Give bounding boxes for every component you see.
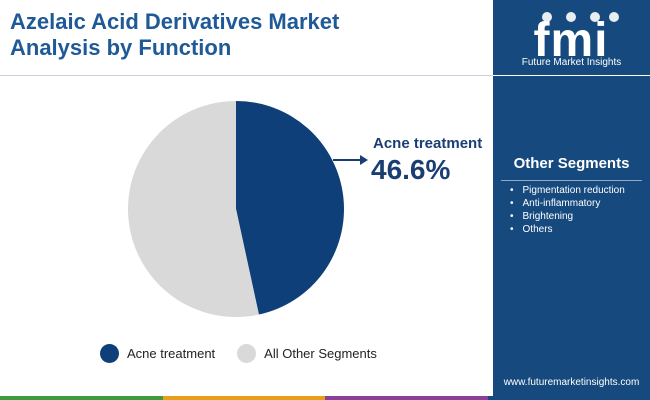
other-segments-heading: Other Segments (513, 155, 630, 172)
chart-legend: Acne treatment All Other Segments (100, 342, 377, 364)
sidebar-divider (493, 75, 650, 76)
bar-segment-orange (162, 396, 325, 400)
list-item: Pigmentation reduction (510, 184, 625, 197)
list-item: Anti-inflammatory (510, 197, 625, 210)
list-item: Others (510, 223, 625, 236)
bar-segment-green (0, 396, 163, 400)
bar-segment-purple (325, 396, 488, 400)
logo-wordmark: fmi (534, 14, 609, 67)
website-url: www.futuremarketinsights.com (503, 377, 640, 388)
legend-swatch-others (237, 343, 257, 363)
legend-item-acne: Acne treatment (100, 343, 216, 363)
legend-item-others: All Other Segments (237, 343, 377, 363)
list-item: Brightening (510, 210, 625, 223)
title-line-1: Azelaic Acid Derivatives Market (10, 9, 340, 34)
legend-swatch-acne (100, 343, 119, 363)
legend-label-acne: Acne treatment (127, 345, 216, 361)
header-divider (0, 75, 493, 76)
bar-segment-navy (487, 396, 650, 400)
brand-name: Future Market Insights (521, 57, 622, 68)
callout-arrow (333, 155, 368, 165)
pie-chart (127, 101, 368, 317)
pie-slices (127, 101, 344, 317)
bottom-color-bar (0, 396, 650, 400)
callout-value: 46.6% (371, 154, 451, 185)
sidebar-panel: fmi Future Market Insights Other Segment… (493, 0, 650, 396)
callout-label: Acne treatment (373, 135, 483, 152)
fmi-logo: fmi (534, 12, 619, 67)
legend-label-others: All Other Segments (264, 345, 377, 361)
other-segments-rule (501, 180, 642, 181)
pie-slice-acne-treatment (236, 101, 344, 315)
title-line-2: Analysis by Function (10, 35, 232, 60)
pie-slice-all-other-segments (127, 101, 259, 317)
chart-title: Azelaic Acid Derivatives Market Analysis… (10, 9, 480, 61)
other-segments-list: Pigmentation reduction Anti-inflammatory… (510, 184, 625, 236)
